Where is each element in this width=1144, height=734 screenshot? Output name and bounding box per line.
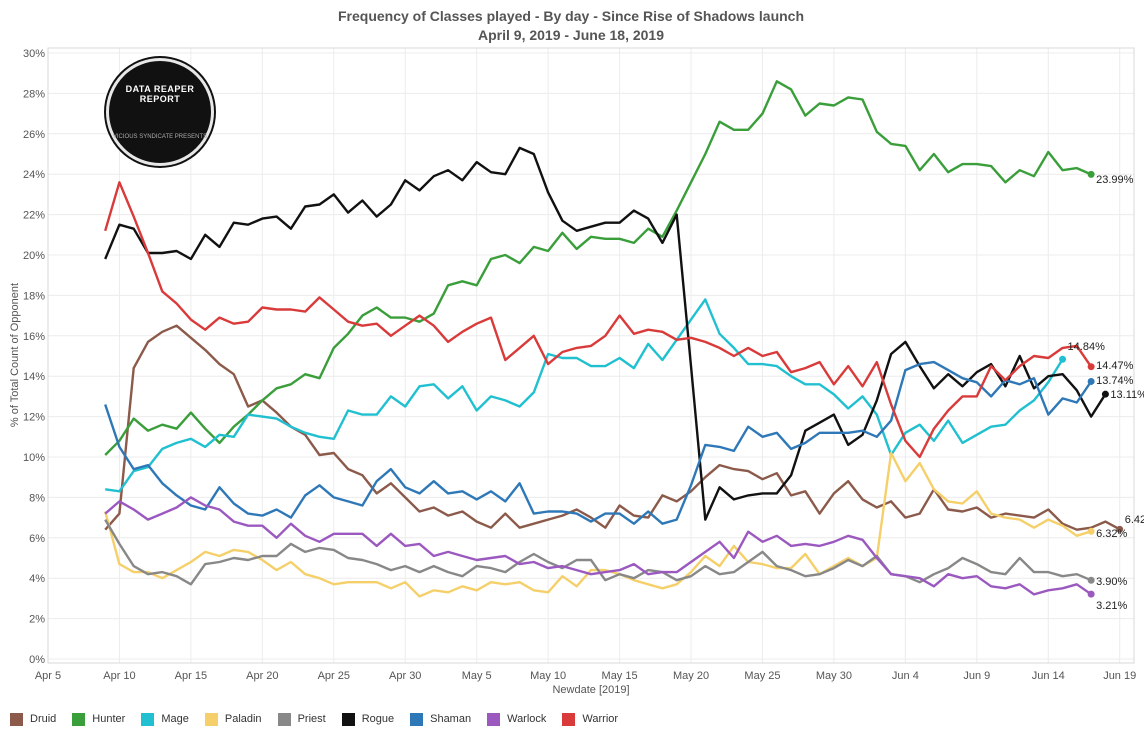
x-tick-label: May 10 (530, 670, 566, 682)
x-axis-label: Newdate [2019] (552, 684, 629, 696)
series-end-point-rogue (1101, 390, 1109, 398)
legend-label: Hunter (92, 713, 126, 725)
y-tick-label: 4% (29, 573, 45, 585)
legend-label: Paladin (224, 713, 262, 725)
legend-swatch (562, 712, 576, 726)
end-labels: 6.42% 23.99% 14.84% 6.32% 3.90% 13.11% 13.74% 3… (1059, 170, 1144, 612)
x-tick-label: May 5 (462, 670, 492, 682)
x-tick-label: Jun 19 (1103, 670, 1136, 682)
y-tick-label: 14% (23, 371, 45, 383)
legend-swatch (141, 712, 155, 726)
x-tick-label: Apr 15 (175, 670, 207, 682)
end-value-label-warrior: 14.47% (1096, 360, 1134, 372)
y-axis-label: % of Total Count of Opponent (9, 283, 21, 427)
plot-frame (47, 47, 1135, 664)
legend-item-warlock: Warlock (487, 712, 547, 726)
chart-title: Frequency of Classes played - By day - S… (338, 8, 804, 24)
x-axis-ticks: Apr 5 Apr 10 Apr 15 Apr 20 Apr 25 Apr 30 May 5… (35, 670, 1136, 682)
series-line-warrior (104, 181, 1093, 459)
legend-swatch (277, 712, 291, 726)
y-tick-label: 10% (23, 452, 45, 464)
y-tick-label: 26% (23, 129, 45, 141)
x-tick-label: May 15 (602, 670, 638, 682)
legend-item-mage: Mage (141, 712, 189, 726)
x-tick-label: Jun 9 (963, 670, 990, 682)
logo-subtext: VICIOUS SYNDICATE PRESENTS (112, 134, 208, 140)
end-value-label-druid: 6.42% (1125, 514, 1144, 526)
y-tick-label: 24% (23, 169, 45, 181)
legend-swatch (410, 712, 424, 726)
series-end-point-mage (1059, 355, 1067, 363)
legend-label: Druid (30, 713, 57, 725)
legend-swatch (10, 712, 23, 726)
series-line-shaman (104, 360, 1093, 525)
series-line-druid (104, 324, 1121, 531)
x-tick-label: Apr 25 (318, 670, 350, 682)
series-end-point-druid (1116, 525, 1124, 533)
y-tick-label: 28% (23, 88, 45, 100)
legend-label: Warlock (507, 713, 547, 725)
x-tick-label: Jun 14 (1032, 670, 1065, 682)
end-value-label-hunter: 23.99% (1096, 174, 1134, 186)
y-tick-label: 20% (23, 250, 45, 262)
end-value-label-priest: 3.90% (1096, 576, 1127, 588)
series-lines (104, 80, 1121, 598)
legend-item-hunter: Hunter (72, 712, 126, 726)
legend-label: Shaman (430, 713, 472, 725)
legend-swatch (487, 712, 501, 726)
y-tick-label: 16% (23, 331, 45, 343)
chart-subtitle: April 9, 2019 - June 18, 2019 (478, 27, 664, 43)
end-value-label-warlock: 3.21% (1096, 600, 1127, 612)
end-value-label-mage: 14.84% (1068, 341, 1106, 353)
x-tick-label: May 25 (744, 670, 780, 682)
end-value-label-paladin: 6.32% (1096, 528, 1127, 540)
legend-item-paladin: Paladin (204, 712, 262, 726)
series-line-rogue (104, 146, 1107, 521)
gridlines (47, 48, 1134, 663)
y-tick-label: 22% (23, 210, 45, 222)
legend-label: Warrior (582, 713, 619, 725)
y-axis-ticks: 0% 2% 4% 6% 8% 10% 12% 14% 16% 18% 20% 22% 24% 26% 28%… (23, 48, 45, 666)
legend-item-druid: Druid (10, 712, 57, 726)
legend-label: Mage (161, 713, 189, 725)
x-tick-label: Apr 5 (35, 670, 61, 682)
end-value-label-rogue: 13.11% (1110, 389, 1144, 401)
x-tick-label: Jun 4 (892, 670, 919, 682)
x-tick-label: Apr 10 (103, 670, 135, 682)
y-tick-label: 18% (23, 290, 45, 302)
legend-item-shaman: Shaman (410, 712, 472, 726)
legend-item-priest: Priest (277, 712, 326, 726)
legend-label: Rogue (361, 713, 395, 725)
series-end-point-priest (1087, 576, 1095, 584)
legend-swatch (72, 712, 86, 726)
series-line-priest (104, 518, 1092, 586)
series-end-point-warrior (1087, 363, 1095, 371)
series-end-point-warlock (1087, 590, 1095, 598)
legend-swatch (204, 712, 218, 726)
x-tick-label: May 30 (816, 670, 852, 682)
y-tick-label: 8% (29, 492, 45, 504)
legend: Druid Hunter Mage Paladin Priest Rogue Shaman W… (0, 708, 624, 730)
x-tick-label: Apr 20 (246, 670, 278, 682)
x-tick-label: Apr 30 (389, 670, 421, 682)
y-tick-label: 30% (23, 48, 45, 60)
y-tick-label: 6% (29, 533, 45, 545)
end-value-label-shaman: 13.74% (1096, 375, 1134, 387)
series-line-hunter (104, 80, 1092, 456)
line-chart: Frequency of Classes played - By day - S… (9, 8, 1144, 696)
legend-item-warrior: Warrior (562, 712, 619, 726)
legend-label: Priest (297, 713, 326, 725)
y-tick-label: 2% (29, 614, 45, 626)
series-end-point-paladin (1087, 527, 1095, 535)
series-end-point-hunter (1087, 170, 1095, 178)
y-tick-label: 0% (29, 654, 45, 666)
series-line-warlock (104, 496, 1092, 596)
legend-swatch (341, 712, 355, 726)
x-tick-label: May 20 (673, 670, 709, 682)
series-end-point-shaman (1087, 377, 1095, 385)
legend-item-rogue: Rogue (341, 712, 395, 726)
y-tick-label: 12% (23, 412, 45, 424)
data-reaper-logo: DATA REAPER REPORT VICIOUS SYNDICATE PRE… (106, 58, 214, 166)
logo-text: DATA REAPER REPORT (125, 84, 195, 104)
